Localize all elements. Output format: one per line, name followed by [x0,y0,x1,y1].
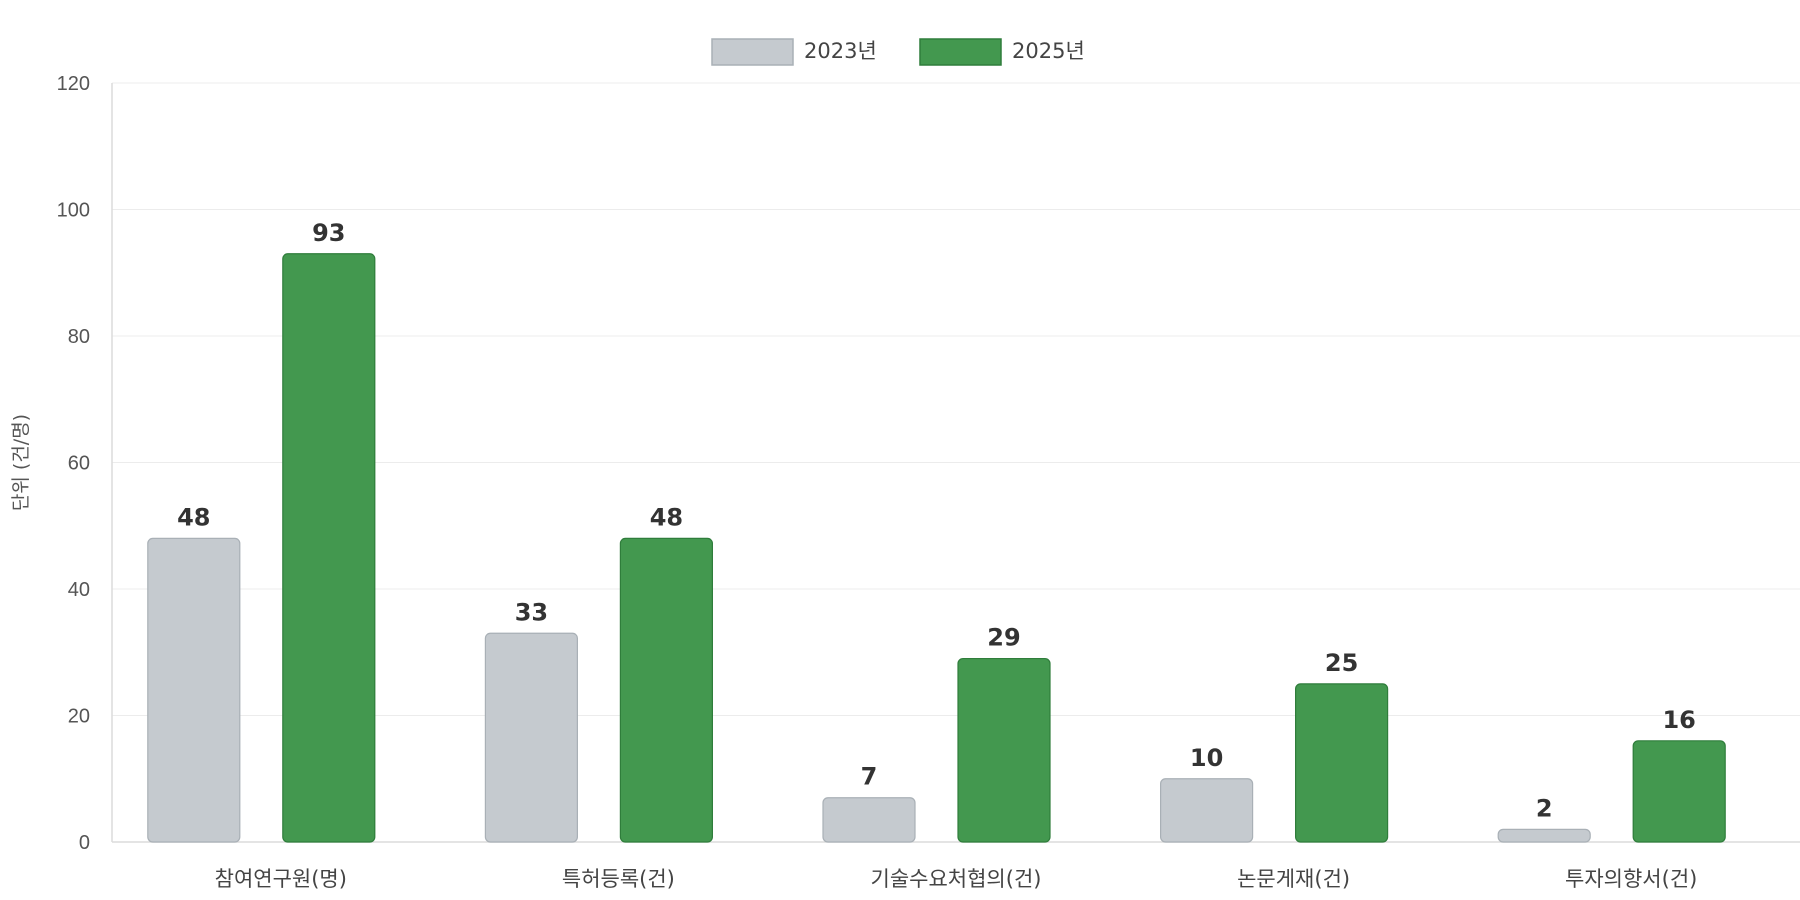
bar-series2[interactable] [619,537,714,843]
bar-series1[interactable] [147,537,241,843]
bar-series1[interactable] [822,797,916,843]
data-label: 10 [1190,744,1223,772]
y-tick-label: 0 [79,832,90,854]
data-labels: 48 93 33 48 7 29 10 25 2 16 [177,219,1696,823]
legend-swatch [711,38,794,66]
data-label: 16 [1662,706,1695,734]
legend-item[interactable]: 2025년 [919,38,1085,66]
data-label: 93 [312,219,345,247]
bar-series1[interactable] [484,632,578,843]
data-label: 2 [1536,794,1553,822]
y-tick-label: 80 [68,326,90,348]
data-label: 29 [987,624,1020,652]
bar-series2[interactable] [1294,683,1389,843]
data-label: 7 [861,763,878,791]
y-tick-label: 40 [68,579,90,601]
legend-item[interactable]: 2023년 [711,38,877,66]
legend-label: 2025년 [1012,39,1085,63]
data-label: 33 [515,598,548,626]
x-category-label: 참여연구원(명) [215,867,347,891]
y-tick-label: 100 [57,200,90,222]
bar-series1[interactable] [1159,778,1254,843]
bar-series2[interactable] [957,657,1051,843]
y-axis-label: 단위 (건/명) [10,414,32,511]
legend-label: 2023년 [804,39,877,63]
data-label: 48 [650,503,683,531]
legend-swatch [919,38,1002,66]
y-tick-label: 20 [68,706,90,728]
x-axis-categories: 참여연구원(명) 특허등록(건) 기술수요처협의(건) 논문게재(건) 투자의향서(건) [215,867,1698,891]
x-category-label: 투자의향서(건) [1565,867,1697,891]
y-tick-label: 120 [57,73,90,95]
y-axis-ticks: 0 20 40 60 80 100 120 [57,73,90,854]
x-category-label: 기술수요처협의(건) [871,867,1042,891]
data-label: 48 [177,503,210,531]
data-label: 25 [1325,649,1358,677]
y-tick-label: 60 [68,453,90,475]
x-category-label: 특허등록(건) [562,867,675,891]
grid-lines [112,82,1800,716]
bar-series1[interactable] [1497,828,1591,843]
bars [147,253,1726,843]
legend[interactable]: 2023년 2025년 [711,38,1085,66]
bar-series2[interactable] [1632,740,1726,843]
bar-series2[interactable] [282,253,376,843]
x-category-label: 논문게재(건) [1237,867,1350,891]
